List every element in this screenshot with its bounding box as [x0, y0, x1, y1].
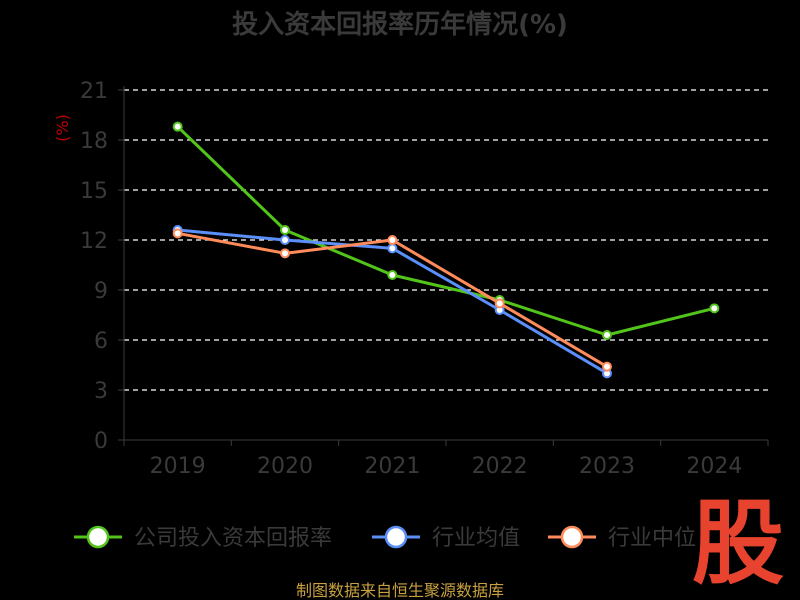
y-tick-label-6: 6: [94, 329, 108, 354]
legend-label-2: 行业中位: [608, 526, 696, 551]
data-point-1-2020[interactable]: [280, 235, 290, 245]
data-point-2-2022[interactable]: [494, 298, 505, 309]
y-tick-label-9: 9: [94, 279, 108, 304]
y-tick-label-0: 0: [94, 429, 108, 454]
legend-marker-0: [86, 525, 110, 549]
x-tick-label-2019: 2019: [150, 454, 206, 479]
legend-item-1[interactable]: 行业均值: [372, 525, 520, 551]
y-axis-unit-label: (%): [53, 114, 72, 142]
data-point-0-2019[interactable]: [172, 121, 183, 132]
x-tick-label-2020: 2020: [257, 454, 313, 479]
legend-label-0: 公司投入资本回报率: [134, 526, 332, 551]
data-point-0-2020[interactable]: [280, 225, 290, 235]
x-tick-label-2023: 2023: [579, 454, 635, 479]
legend-marker-1: [384, 525, 408, 549]
data-point-2-2021[interactable]: [387, 235, 398, 245]
data-point-0-2021[interactable]: [387, 270, 398, 280]
data-point-2-2020[interactable]: [280, 248, 290, 259]
data-point-1-2021[interactable]: [387, 243, 398, 254]
series-lines: [172, 121, 720, 379]
data-point-2-2023[interactable]: [602, 361, 612, 372]
x-tick-label-2022: 2022: [472, 454, 528, 479]
legend-item-0[interactable]: 公司投入资本回报率: [74, 525, 332, 551]
data-point-0-2023[interactable]: [602, 330, 612, 340]
axes: 0 3 6 9 12 15 18 21 2019 2020 2021 2022 2023 2024: [80, 79, 769, 479]
y-tick-label-12: 12: [80, 229, 108, 254]
legend[interactable]: 公司投入资本回报率 行业均值 行业中位: [74, 525, 696, 551]
x-tick-label-2024: 2024: [686, 454, 742, 479]
series-line-0: [176, 125, 715, 337]
legend-label-1: 行业均值: [432, 526, 520, 551]
x-tick-label-2021: 2021: [364, 454, 420, 479]
data-point-2-2019[interactable]: [172, 228, 183, 239]
legend-item-2[interactable]: 行业中位: [548, 525, 696, 551]
source-note: 制图数据来自恒生聚源数据库: [296, 581, 504, 600]
y-tick-label-18: 18: [80, 129, 108, 154]
chart-title: 投入资本回报率历年情况(%): [232, 9, 568, 40]
y-tick-label-3: 3: [94, 379, 108, 404]
watermark-logo: 股: [692, 490, 784, 597]
series-2: [172, 228, 612, 372]
series-1: [172, 225, 612, 379]
y-tick-label-15: 15: [80, 179, 108, 204]
legend-marker-2: [560, 525, 584, 549]
series-0: [172, 121, 720, 340]
data-point-0-2024[interactable]: [709, 303, 720, 314]
y-tick-label-21: 21: [80, 79, 108, 104]
